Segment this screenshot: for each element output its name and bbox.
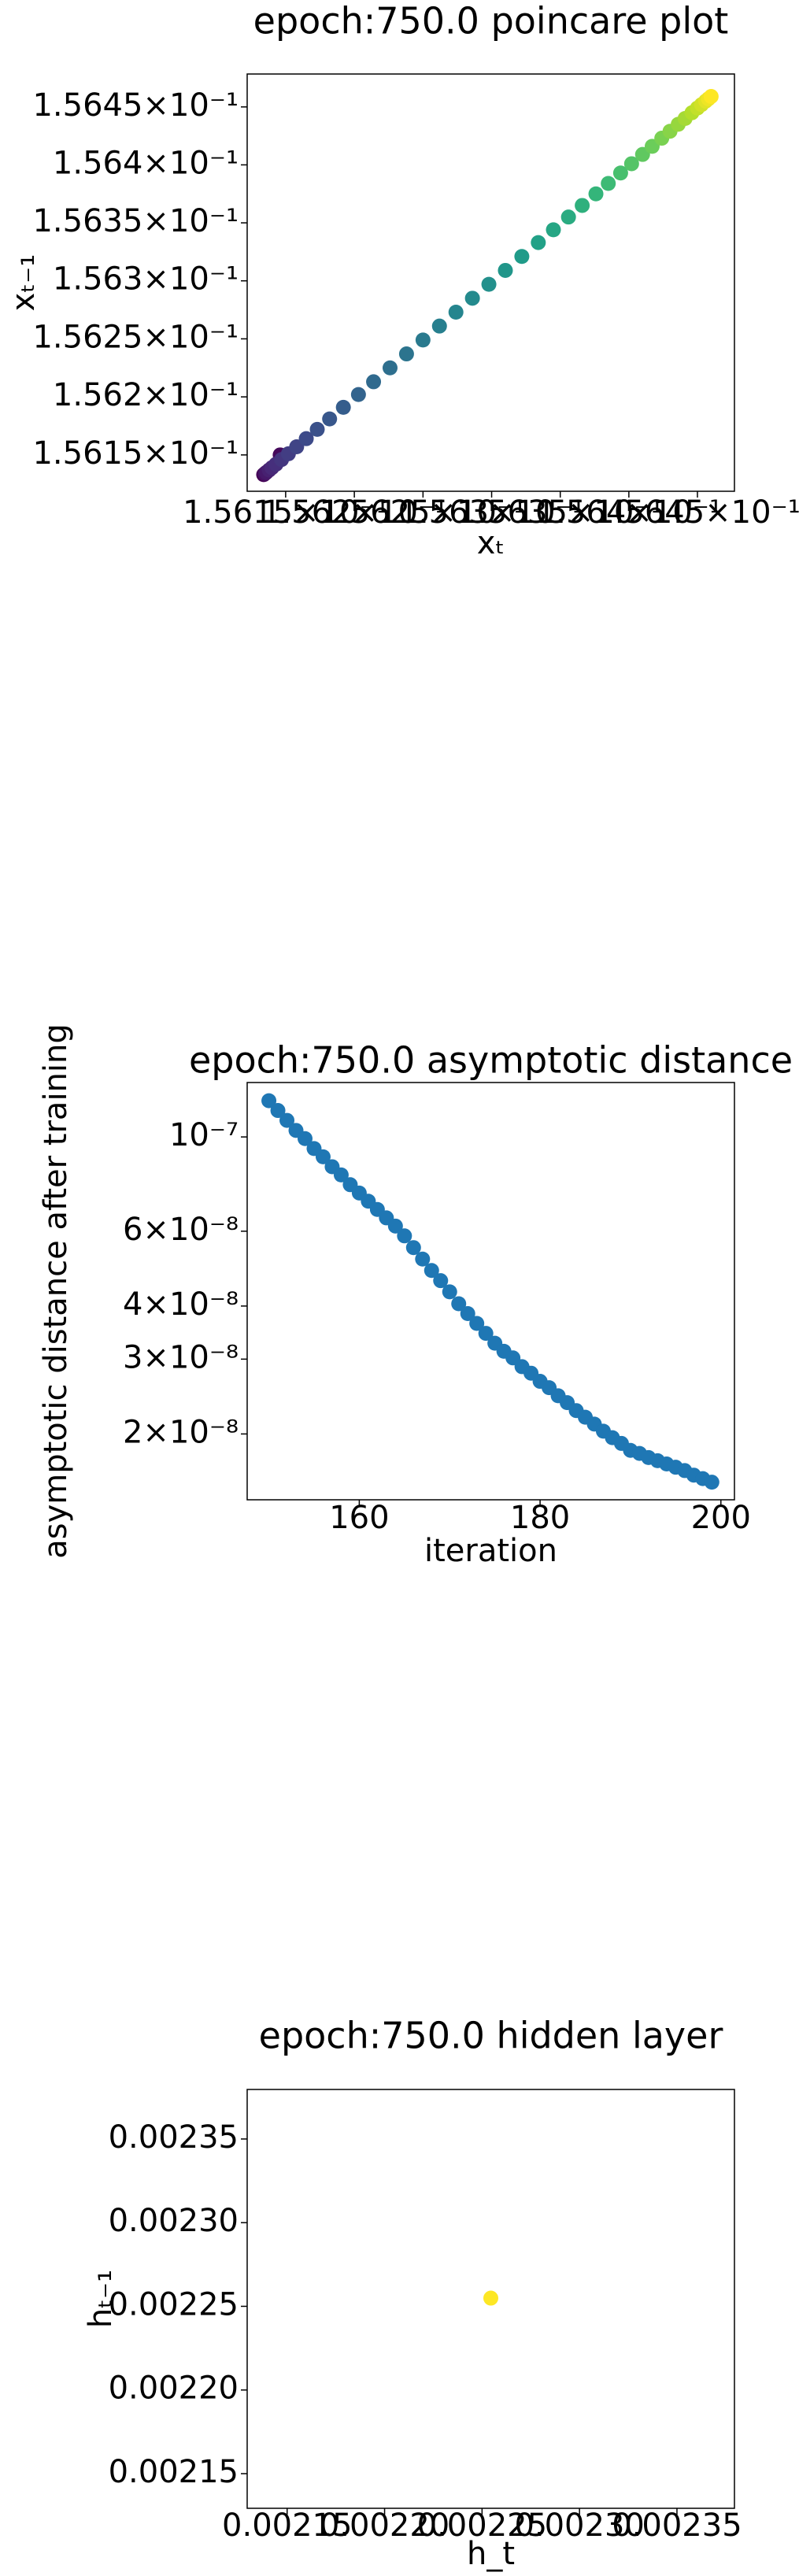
x-tick-label: 1.5615×10⁻¹ <box>183 494 389 531</box>
y-tick-label: 3×10⁻⁸ <box>123 1339 239 1375</box>
x-tick-label: 160 <box>329 1500 389 1536</box>
point <box>623 156 639 172</box>
point <box>575 198 590 213</box>
plot-frame <box>246 1082 735 1501</box>
point <box>382 360 398 376</box>
y-tick-label: 1.5625×10⁻¹ <box>32 319 239 355</box>
x-tick-label: 0.00230 <box>514 2508 644 2544</box>
point <box>464 291 480 306</box>
point <box>309 421 325 437</box>
point <box>415 1251 431 1267</box>
x-tick-label: 200 <box>691 1500 751 1536</box>
x-axis-label: h_t <box>467 2536 515 2572</box>
y-tick-label: 0.00235 <box>109 2119 239 2156</box>
point <box>333 1167 349 1183</box>
point <box>498 262 513 278</box>
point <box>270 1103 286 1119</box>
y-tick-label: 1.562×10⁻¹ <box>53 377 239 413</box>
chart-title: epoch:750.0 hidden layer <box>259 2015 723 2057</box>
point <box>398 346 414 362</box>
point <box>366 374 382 390</box>
point <box>460 1305 475 1321</box>
y-tick-label: 2×10⁻⁸ <box>123 1414 239 1450</box>
point <box>279 1112 295 1128</box>
point <box>704 1475 719 1490</box>
x-tick-label: 0.00225 <box>417 2508 547 2544</box>
y-axis-label: asymptotic distance after training <box>38 1023 74 1559</box>
chart-title: epoch:750.0 poincare plot <box>253 0 729 43</box>
point <box>261 1093 277 1108</box>
point <box>397 1228 412 1244</box>
x-axis-label: xₜ <box>477 525 505 561</box>
x-tick-label: 1.563×10⁻¹ <box>399 494 585 531</box>
x-tick-label: 1.5645×10⁻¹ <box>594 494 799 531</box>
x-tick-label: 1.5635×10⁻¹ <box>457 494 664 531</box>
plot-frame <box>246 2089 735 2509</box>
point <box>298 431 314 446</box>
point <box>433 1273 449 1289</box>
point <box>442 1284 457 1300</box>
point <box>315 1149 331 1164</box>
y-tick-label: 1.563×10⁻¹ <box>53 261 239 298</box>
x-tick-label: 1.5625×10⁻¹ <box>320 494 527 531</box>
y-tick-label: 0.00220 <box>109 2371 239 2407</box>
point <box>431 318 447 334</box>
point <box>481 276 497 292</box>
y-tick-label: 1.564×10⁻¹ <box>53 145 239 181</box>
point <box>546 222 561 238</box>
point <box>588 186 604 202</box>
chart-title: epoch:750.0 asymptotic distance <box>189 1039 793 1082</box>
y-tick-label: 0.00225 <box>109 2286 239 2322</box>
x-tick-label: 0.00215 <box>222 2508 352 2544</box>
point <box>612 165 628 181</box>
point <box>478 1326 494 1342</box>
point <box>469 1316 485 1331</box>
x-tick-label: 1.564×10⁻¹ <box>536 494 722 531</box>
point <box>703 89 719 105</box>
x-tick-label: 0.00220 <box>320 2508 449 2544</box>
x-tick-label: 0.00235 <box>612 2508 742 2544</box>
point <box>405 1240 421 1256</box>
point <box>335 399 351 415</box>
x-axis-label: iteration <box>424 1533 557 1569</box>
point <box>451 1296 467 1312</box>
y-axis-label: hₜ₋₁ <box>83 2270 119 2328</box>
point <box>514 249 530 265</box>
point <box>531 235 546 250</box>
point <box>322 411 338 427</box>
point <box>448 304 464 320</box>
point <box>424 1263 439 1279</box>
y-tick-label: 1.5645×10⁻¹ <box>32 87 239 124</box>
y-tick-label: 4×10⁻⁸ <box>123 1286 239 1323</box>
y-tick-label: 10⁻⁷ <box>169 1117 239 1153</box>
x-tick-label: 180 <box>510 1500 570 1536</box>
y-tick-label: 0.00230 <box>109 2203 239 2239</box>
y-tick-label: 0.00215 <box>109 2454 239 2490</box>
y-tick-label: 1.5615×10⁻¹ <box>32 435 239 472</box>
y-axis-label: xₜ₋₁ <box>6 254 42 312</box>
point <box>601 176 616 191</box>
point <box>297 1131 313 1146</box>
plot-frame <box>246 73 735 492</box>
point <box>415 332 431 348</box>
point <box>350 387 366 402</box>
y-tick-label: 6×10⁻⁸ <box>123 1212 239 1248</box>
point <box>483 2290 498 2306</box>
y-tick-label: 1.5635×10⁻¹ <box>32 203 239 239</box>
point <box>560 209 576 225</box>
point <box>387 1218 403 1234</box>
x-tick-label: 1.562×10⁻¹ <box>261 494 447 531</box>
